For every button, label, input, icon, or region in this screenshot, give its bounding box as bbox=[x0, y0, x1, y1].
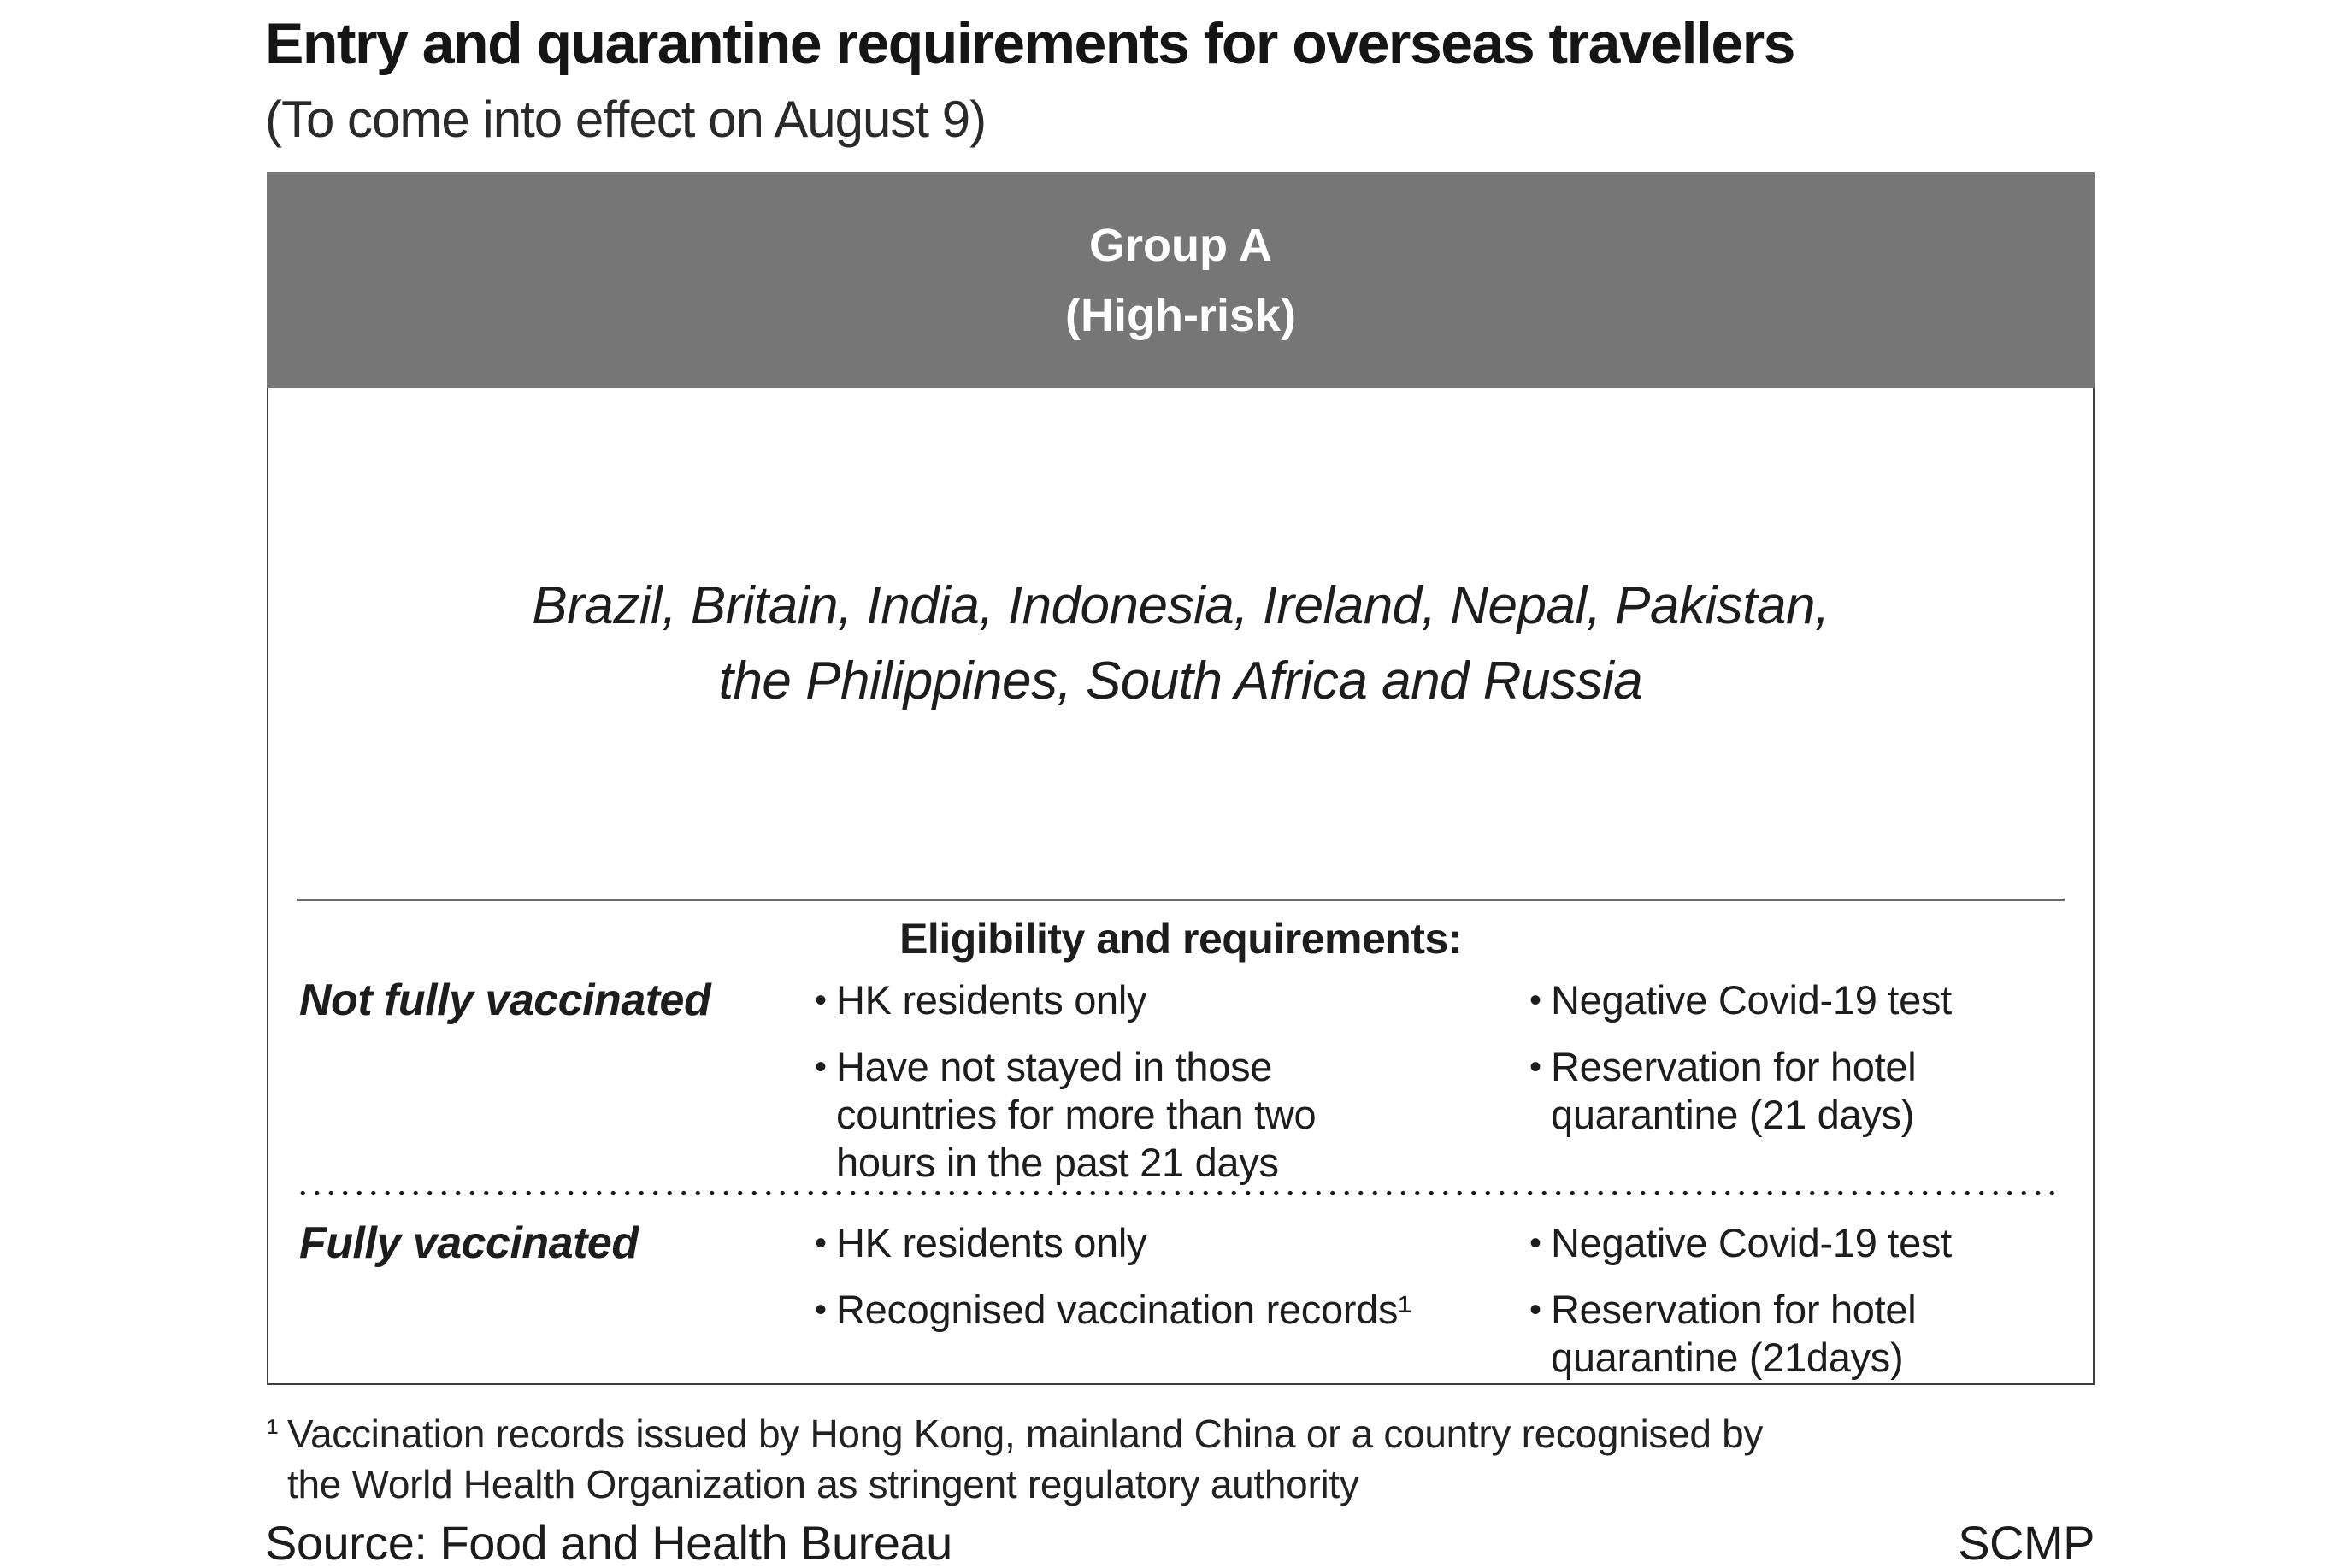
footnote-line-2: the World Health Organization as stringe… bbox=[287, 1462, 1359, 1506]
group-header: Group A (High-risk) bbox=[267, 172, 2095, 388]
list-item-text: HK residents only bbox=[836, 1220, 1147, 1265]
row-label: Fully vaccinated bbox=[299, 1218, 639, 1268]
bullet-icon: • bbox=[1529, 1048, 1541, 1086]
list-item: • HK residents only bbox=[815, 976, 1413, 1024]
page-subtitle: (To come into effect on August 9) bbox=[265, 91, 987, 148]
list-item-text: HK residents only bbox=[836, 977, 1147, 1023]
group-risk-level: (High-risk) bbox=[1065, 289, 1296, 341]
list-item-text: Have not stayed in those countries for m… bbox=[836, 1044, 1317, 1185]
dotted-row-divider bbox=[296, 1190, 2059, 1196]
footnote: ¹ Vaccination records issued by Hong Kon… bbox=[267, 1409, 1891, 1510]
footnote-marker: ¹ bbox=[267, 1413, 279, 1451]
section-heading: Eligibility and requirements: bbox=[899, 915, 1462, 963]
list-item-text: Recognised vaccination records¹ bbox=[836, 1287, 1411, 1332]
countries-line-1: Brazil, Britain, India, Indonesia, Irela… bbox=[532, 575, 1830, 635]
countries-list: Brazil, Britain, India, Indonesia, Irela… bbox=[268, 388, 2093, 899]
bullet-icon: • bbox=[815, 981, 827, 1019]
list-item-text: Negative Covid-19 test bbox=[1551, 977, 1952, 1023]
bullet-icon: • bbox=[815, 1224, 827, 1262]
table-row-not-fully-vaccinated: Not fully vaccinated • HK residents only… bbox=[268, 976, 2093, 1187]
list-item: • Recognised vaccination records¹ bbox=[815, 1286, 1413, 1334]
table-row-fully-vaccinated: Fully vaccinated • HK residents only • R… bbox=[268, 1219, 2093, 1382]
list-item-text: Negative Covid-19 test bbox=[1551, 1220, 1952, 1265]
list-item: • Negative Covid-19 test bbox=[1529, 1219, 2008, 1267]
countries-line-2: the Philippines, South Africa and Russia bbox=[718, 651, 1643, 710]
list-item: • Reservation for hotel quarantine (21 d… bbox=[1529, 1043, 2008, 1139]
list-item: • Negative Covid-19 test bbox=[1529, 976, 2008, 1024]
quarantine-requirements-table: Group A (High-risk) Brazil, Britain, Ind… bbox=[267, 172, 2095, 1385]
requirements-cell: • Negative Covid-19 test • Reservation f… bbox=[1529, 1219, 2093, 1382]
source-label: Source: Food and Health Bureau bbox=[265, 1516, 952, 1568]
requirements-cell: • Negative Covid-19 test • Reservation f… bbox=[1529, 976, 2093, 1187]
footnote-line-1: Vaccination records issued by Hong Kong,… bbox=[287, 1412, 1764, 1456]
scmp-credit: SCMP bbox=[1958, 1516, 2095, 1568]
eligibility-cell: • HK residents only • Have not stayed in… bbox=[815, 976, 1529, 1187]
group-name: Group A bbox=[1089, 219, 1272, 271]
section-divider-rule bbox=[297, 899, 2065, 901]
list-item-text: Reservation for hotel quarantine (21days… bbox=[1551, 1287, 1917, 1380]
eligibility-cell: • HK residents only • Recognised vaccina… bbox=[815, 1219, 1529, 1382]
bullet-icon: • bbox=[1529, 1291, 1541, 1329]
bullet-icon: • bbox=[1529, 1224, 1541, 1262]
list-item: • Have not stayed in those countries for… bbox=[815, 1043, 1413, 1187]
bullet-icon: • bbox=[815, 1291, 827, 1329]
list-item-text: Reservation for hotel quarantine (21 day… bbox=[1551, 1044, 1917, 1137]
list-item: • Reservation for hotel quarantine (21da… bbox=[1529, 1286, 2008, 1382]
bullet-icon: • bbox=[815, 1048, 827, 1086]
table-body: Brazil, Britain, India, Indonesia, Irela… bbox=[267, 388, 2095, 1385]
bullet-icon: • bbox=[1529, 981, 1541, 1019]
row-label: Not fully vaccinated bbox=[299, 976, 711, 1025]
page-title: Entry and quarantine requirements for ov… bbox=[265, 11, 1795, 76]
list-item: • HK residents only bbox=[815, 1219, 1413, 1267]
source-row: Source: Food and Health Bureau SCMP bbox=[265, 1515, 2095, 1568]
